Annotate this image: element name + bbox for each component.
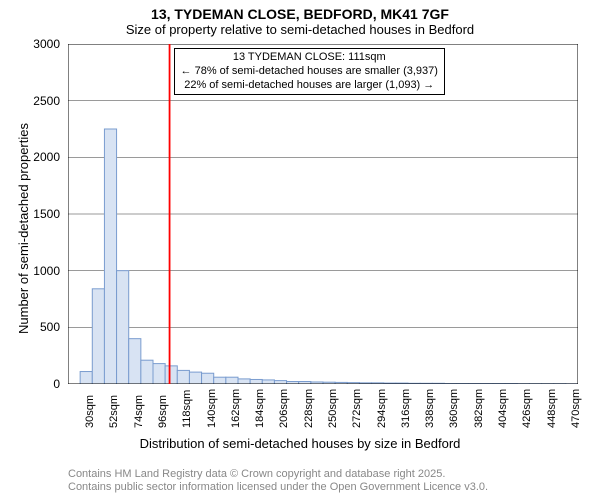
histogram-bar bbox=[129, 339, 141, 384]
footer-attribution: Contains HM Land Registry data © Crown c… bbox=[68, 468, 488, 494]
chart-subtitle: Size of property relative to semi-detach… bbox=[0, 22, 600, 37]
histogram-bar bbox=[80, 372, 92, 384]
footer-line-2: Contains public sector information licen… bbox=[68, 481, 488, 494]
x-axis-label: Distribution of semi-detached houses by … bbox=[0, 436, 600, 451]
xtick-label: 118sqm bbox=[181, 390, 193, 428]
callout-line-2: ← 78% of semi-detached houses are smalle… bbox=[181, 65, 438, 79]
histogram-bar bbox=[92, 289, 104, 384]
xtick-label: 74sqm bbox=[133, 395, 145, 428]
xtick-label: 294sqm bbox=[376, 389, 388, 428]
ytick-label: 2500 bbox=[20, 94, 60, 108]
histogram-bar bbox=[177, 370, 189, 384]
xtick-label: 162sqm bbox=[230, 389, 242, 428]
histogram-bar bbox=[214, 377, 226, 384]
xtick-label: 30sqm bbox=[84, 395, 96, 428]
histogram-bar bbox=[153, 364, 165, 384]
xtick-label: 52sqm bbox=[108, 395, 120, 428]
xtick-label: 316sqm bbox=[400, 389, 412, 428]
callout-line-3: 22% of semi-detached houses are larger (… bbox=[181, 79, 438, 93]
histogram-bar bbox=[117, 271, 129, 384]
xtick-label: 96sqm bbox=[157, 395, 169, 428]
callout-box: 13 TYDEMAN CLOSE: 111sqm ← 78% of semi-d… bbox=[174, 48, 445, 95]
xtick-label: 426sqm bbox=[521, 389, 533, 428]
xtick-label: 404sqm bbox=[497, 389, 509, 428]
histogram-bar bbox=[202, 373, 214, 384]
xtick-label: 140sqm bbox=[206, 389, 218, 428]
xtick-label: 338sqm bbox=[424, 389, 436, 428]
xtick-label: 360sqm bbox=[448, 389, 460, 428]
chart-title: 13, TYDEMAN CLOSE, BEDFORD, MK41 7GF bbox=[0, 0, 600, 22]
ytick-label: 0 bbox=[20, 377, 60, 391]
callout-line-1: 13 TYDEMAN CLOSE: 111sqm bbox=[181, 51, 438, 65]
xtick-label: 448sqm bbox=[546, 389, 558, 428]
histogram-bar bbox=[226, 377, 238, 384]
histogram-bar bbox=[165, 366, 177, 384]
xtick-label: 272sqm bbox=[351, 389, 363, 428]
histogram-bar bbox=[238, 379, 250, 384]
chart-frame: 13, TYDEMAN CLOSE, BEDFORD, MK41 7GF Siz… bbox=[0, 0, 600, 500]
xtick-label: 470sqm bbox=[570, 389, 582, 428]
histogram-bar bbox=[189, 372, 201, 384]
xtick-label: 184sqm bbox=[254, 389, 266, 428]
footer-line-1: Contains HM Land Registry data © Crown c… bbox=[68, 468, 488, 481]
histogram-bar bbox=[250, 379, 262, 384]
xtick-label: 206sqm bbox=[278, 389, 290, 428]
histogram-bar bbox=[141, 360, 153, 384]
ytick-label: 3000 bbox=[20, 37, 60, 51]
xtick-label: 382sqm bbox=[473, 389, 485, 428]
y-axis-label: Number of semi-detached properties bbox=[16, 123, 31, 334]
xtick-label: 250sqm bbox=[327, 389, 339, 428]
histogram-bar bbox=[262, 380, 274, 384]
histogram-bar bbox=[274, 381, 286, 384]
histogram-bar bbox=[104, 129, 116, 384]
xtick-label: 228sqm bbox=[303, 389, 315, 428]
